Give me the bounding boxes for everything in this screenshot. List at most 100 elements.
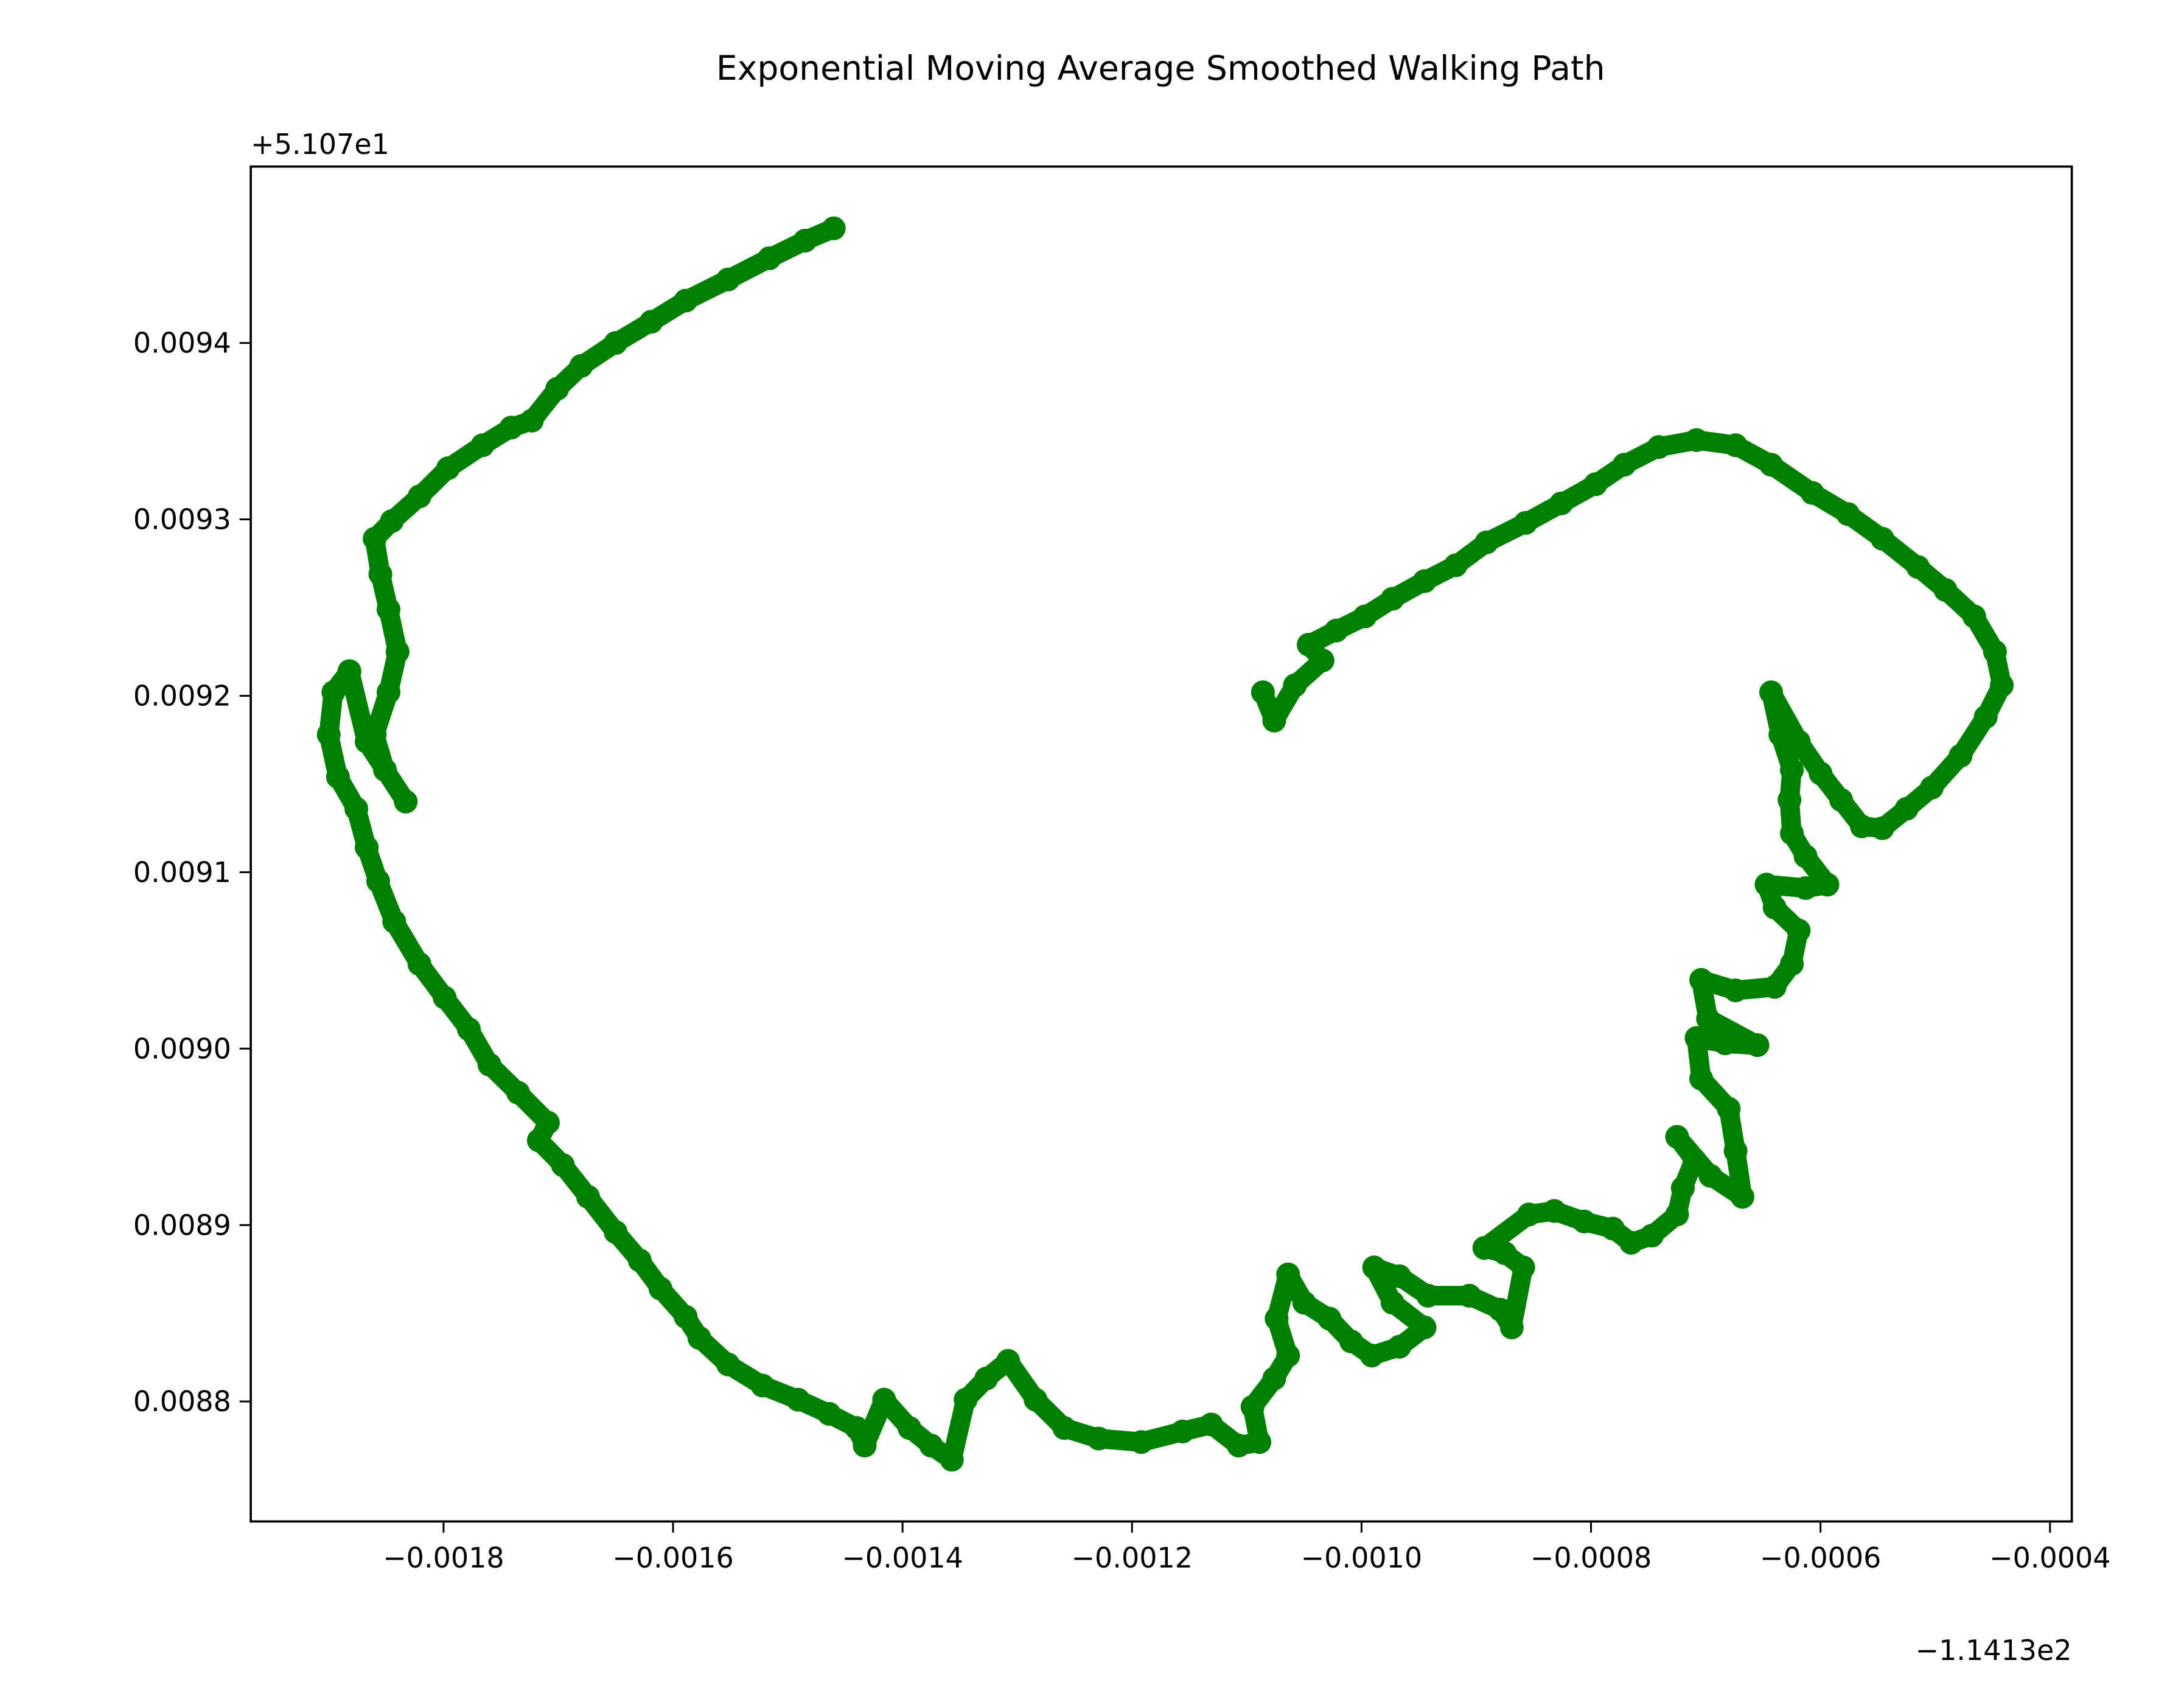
data-point [1359, 1344, 1384, 1368]
data-point [382, 910, 406, 934]
data-point [1317, 1306, 1342, 1331]
data-point [1353, 604, 1377, 629]
data-point [1283, 673, 1307, 697]
data-point [1474, 530, 1499, 554]
data-point [1689, 968, 1714, 992]
data-point [1682, 1148, 1706, 1172]
data-point [326, 765, 350, 789]
y-tick-label: 0.0090 [133, 1032, 231, 1065]
data-point [1493, 1241, 1517, 1266]
data-point [1443, 553, 1468, 577]
data-point [545, 377, 570, 401]
data-point [627, 1248, 652, 1272]
y-offset-label: +5.107e1 [251, 128, 389, 161]
data-point [1787, 918, 1811, 943]
data-point [898, 1416, 922, 1440]
x-tick-label: −0.0016 [612, 1541, 734, 1574]
data-point [1894, 797, 1919, 821]
data-point [1962, 604, 1986, 629]
data-point [1262, 1366, 1286, 1390]
data-point [1412, 569, 1437, 593]
data-point [853, 1434, 877, 1458]
data-point [436, 456, 460, 480]
data-point [716, 1352, 741, 1376]
data-point [337, 659, 361, 683]
data-point [1416, 1283, 1440, 1308]
data-point [520, 408, 544, 433]
data-point [757, 246, 781, 270]
data-point [954, 1387, 978, 1412]
data-point [1713, 1031, 1737, 1056]
data-point [1670, 1176, 1695, 1200]
data-point [1933, 577, 1958, 602]
data-point [674, 288, 698, 313]
data-point [1549, 491, 1574, 515]
data-point [1572, 1209, 1596, 1233]
data-point [1684, 428, 1709, 452]
data-point [1759, 453, 1784, 477]
data-point [919, 1434, 943, 1458]
x-tick-label: −0.0018 [383, 1541, 504, 1574]
data-point [1262, 708, 1286, 733]
data-point [1227, 1434, 1251, 1458]
data-point [1292, 1291, 1316, 1315]
data-point [380, 509, 404, 533]
data-point [407, 484, 431, 509]
data-point [1768, 722, 1793, 747]
data-point [376, 597, 400, 622]
axes-frame [249, 165, 2073, 1523]
data-point [940, 1448, 964, 1472]
x-offset-label: −1.1413e2 [1916, 1634, 2072, 1667]
y-tick-label: 0.0094 [133, 327, 231, 360]
data-point [822, 216, 846, 240]
data-point [1850, 814, 1874, 839]
data-point [1240, 1395, 1265, 1419]
data-point [1949, 744, 1973, 768]
y-tick-label: 0.0088 [133, 1385, 231, 1418]
data-point [1513, 511, 1538, 535]
data-point [1619, 1230, 1644, 1255]
data-point [1730, 1185, 1754, 1209]
data-point [1640, 1224, 1664, 1248]
x-tick-label: −0.0008 [1530, 1541, 1652, 1574]
x-tick-label: −0.0014 [842, 1541, 963, 1574]
data-point [1793, 876, 1818, 901]
data-point [355, 730, 379, 754]
data-point [394, 789, 418, 814]
data-point [1387, 1334, 1412, 1359]
data-point [817, 1401, 842, 1426]
data-point [1870, 816, 1894, 840]
data-point [1052, 1416, 1076, 1440]
data-point [1983, 640, 2007, 664]
data-point [750, 1373, 775, 1398]
data-point [368, 562, 392, 587]
data-point [536, 1111, 560, 1135]
data-point [1696, 1006, 1720, 1031]
data-point [1600, 1216, 1625, 1241]
data-point [1412, 1315, 1437, 1340]
data-point [1665, 1125, 1689, 1149]
y-tick-label: 0.0093 [133, 503, 231, 536]
data-point [1488, 1297, 1513, 1322]
data-point [716, 267, 741, 291]
data-point [355, 835, 379, 860]
data-point [1457, 1283, 1482, 1308]
data-point [1809, 761, 1833, 786]
data-point [526, 1128, 551, 1153]
data-point [1387, 1264, 1412, 1288]
data-point [456, 1017, 481, 1041]
data-point [1829, 787, 1854, 812]
data-point [674, 1305, 698, 1329]
data-point [1780, 821, 1804, 846]
data-point [786, 1387, 811, 1412]
y-tick-label: 0.0089 [133, 1208, 231, 1241]
data-point [506, 1081, 530, 1105]
data-point [1310, 648, 1334, 672]
data-point [1517, 1202, 1541, 1227]
data-point [1762, 895, 1787, 919]
data-point [974, 1366, 999, 1390]
axes: −0.0018 −0.0016 −0.0014 −0.0012 −0.0010 −0.00… [133, 327, 2111, 1574]
data-point [551, 1153, 575, 1177]
data-point [687, 1326, 711, 1350]
